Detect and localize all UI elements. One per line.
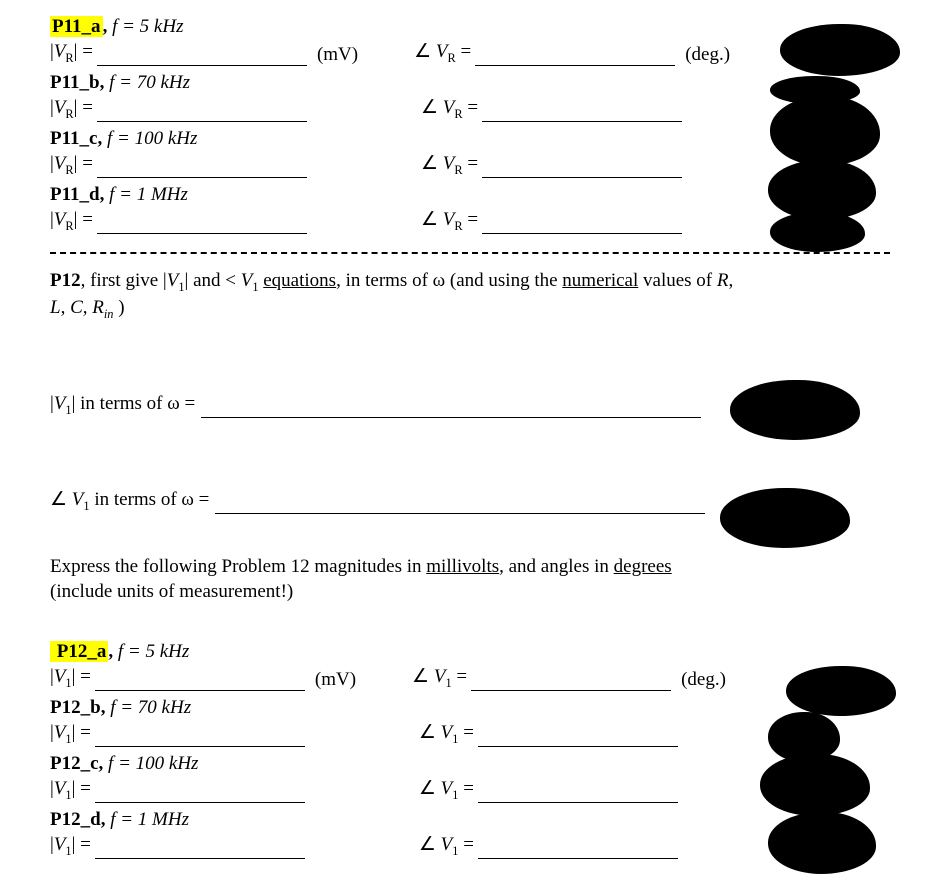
p11d-header-row: P11_d, f = 1 MHz [50, 180, 890, 206]
p11c-label: P11_c, f = 100 kHz [50, 128, 197, 150]
redaction-blob [730, 380, 860, 440]
p12b-ang-blank[interactable] [478, 727, 678, 747]
p11d-mag-label: |VR| = [50, 209, 93, 234]
p12c-ang-blank[interactable] [478, 783, 678, 803]
p11a-header-row: P11_a, f = 5 kHz [50, 12, 890, 38]
p12c-mag-label: |V1| = [50, 778, 91, 803]
p12d-ang-blank[interactable] [478, 839, 678, 859]
p11d-field-row: |VR| = ∠ VR = [50, 208, 890, 234]
p12d-mag-label: |V1| = [50, 834, 91, 859]
p12a-ang-blank[interactable] [471, 671, 671, 691]
p12b-prefix: P12_b [50, 697, 101, 718]
p12b-field-row: |V1| = ∠ V1 = [50, 721, 890, 747]
p12b-label: P12_b, f = 70 kHz [50, 697, 191, 719]
p12c-label: P12_c, f = 100 kHz [50, 753, 198, 775]
p11a-prefix: P11_a [50, 16, 103, 37]
p12a-mag-unit: (mV) [315, 669, 356, 691]
worksheet-page: P11_a, f = 5 kHz |VR| = (mV) ∠ VR = (deg… [0, 0, 940, 881]
p11a-label: P11_a, f = 5 kHz [50, 16, 183, 38]
p11d-freq: f = 1 MHz [109, 184, 188, 205]
p12b-header-row: P12_b, f = 70 kHz [50, 693, 890, 719]
p11a-ang-unit: (deg.) [685, 44, 730, 66]
p11a-ang-label: ∠ VR = [414, 40, 471, 66]
p11c-mag-label: |VR| = [50, 153, 93, 178]
p12d-freq: f = 1 MHz [110, 809, 189, 830]
p12a-label: P12_a, f = 5 kHz [50, 641, 189, 663]
p12a-field-row: |V1| = (mV) ∠ V1 = (deg.) [50, 665, 890, 691]
redaction-blob [720, 488, 850, 548]
p12c-ang-label: ∠ V1 = [419, 777, 474, 803]
redaction-blob [760, 754, 870, 816]
p11c-ang-label: ∠ VR = [421, 152, 478, 178]
p11a-mag-blank[interactable] [97, 46, 307, 66]
p11a-ang-blank[interactable] [475, 46, 675, 66]
p12-intro: P12, first give |V1| and < V1 equations,… [50, 268, 890, 323]
p12d-label: P12_d, f = 1 MHz [50, 809, 189, 831]
p12b-freq: f = 70 kHz [110, 697, 191, 718]
p11b-header-row: P11_b, f = 70 kHz [50, 68, 890, 94]
p11b-field-row: |VR| = ∠ VR = [50, 96, 890, 122]
p11d-mag-blank[interactable] [97, 214, 307, 234]
p12a-ang-label: ∠ V1 = [412, 665, 467, 691]
p11b-ang-label: ∠ VR = [421, 96, 478, 122]
p12b-mag-label: |V1| = [50, 722, 91, 747]
p11b-freq: f = 70 kHz [109, 72, 190, 93]
eq-mag-label: |V1| in terms of ω = [50, 393, 195, 418]
redaction-blob [768, 812, 876, 874]
p12a-ang-unit: (deg.) [681, 669, 726, 691]
redaction-blob [786, 666, 896, 716]
p11d-prefix: P11_d [50, 184, 100, 205]
p11a-mag-label: |VR| = [50, 41, 93, 66]
redaction-blob [770, 96, 880, 166]
p12a-mag-blank[interactable] [95, 671, 305, 691]
p11b-prefix: P11_b [50, 72, 100, 93]
p12d-mag-blank[interactable] [95, 839, 305, 859]
p11b-label: P11_b, f = 70 kHz [50, 72, 190, 94]
p12a-prefix: P12_a [57, 641, 107, 662]
p12b-mag-blank[interactable] [95, 727, 305, 747]
p12a-freq: f = 5 kHz [118, 641, 189, 662]
p11b-mag-blank[interactable] [97, 102, 307, 122]
p11d-ang-label: ∠ VR = [421, 208, 478, 234]
eq-ang-blank[interactable] [215, 494, 705, 514]
p12a-mag-label: |V1| = [50, 666, 91, 691]
p12c-freq: f = 100 kHz [108, 753, 198, 774]
p11d-label: P11_d, f = 1 MHz [50, 184, 188, 206]
p11d-ang-blank[interactable] [482, 214, 682, 234]
p11c-header-row: P11_c, f = 100 kHz [50, 124, 890, 150]
p12a-header-row: P12_a, f = 5 kHz [50, 637, 890, 663]
eq-ang-label: ∠ V1 in terms of ω = [50, 488, 209, 514]
p12d-prefix: P12_d [50, 809, 101, 830]
p11c-ang-blank[interactable] [482, 158, 682, 178]
p11b-mag-label: |VR| = [50, 97, 93, 122]
p11a-freq: f = 5 kHz [112, 16, 183, 37]
p11c-prefix: P11_c [50, 128, 98, 149]
separator [50, 252, 890, 254]
p11c-freq: f = 100 kHz [107, 128, 197, 149]
p12d-header-row: P12_d, f = 1 MHz [50, 805, 890, 831]
redaction-blob [770, 212, 865, 252]
p12b-ang-label: ∠ V1 = [419, 721, 474, 747]
redaction-blob [768, 160, 876, 220]
p11a-mag-unit: (mV) [317, 44, 358, 66]
p11c-field-row: |VR| = ∠ VR = [50, 152, 890, 178]
eq-mag-blank[interactable] [201, 398, 701, 418]
p12d-field-row: |V1| = ∠ V1 = [50, 833, 890, 859]
express-para: Express the following Problem 12 magnitu… [50, 554, 890, 605]
redaction-blob [780, 24, 900, 76]
p11a-field-row: |VR| = (mV) ∠ VR = (deg.) [50, 40, 890, 66]
p12d-ang-label: ∠ V1 = [419, 833, 474, 859]
p12c-prefix: P12_c [50, 753, 99, 774]
p11b-ang-blank[interactable] [482, 102, 682, 122]
p12c-mag-blank[interactable] [95, 783, 305, 803]
p11c-mag-blank[interactable] [97, 158, 307, 178]
